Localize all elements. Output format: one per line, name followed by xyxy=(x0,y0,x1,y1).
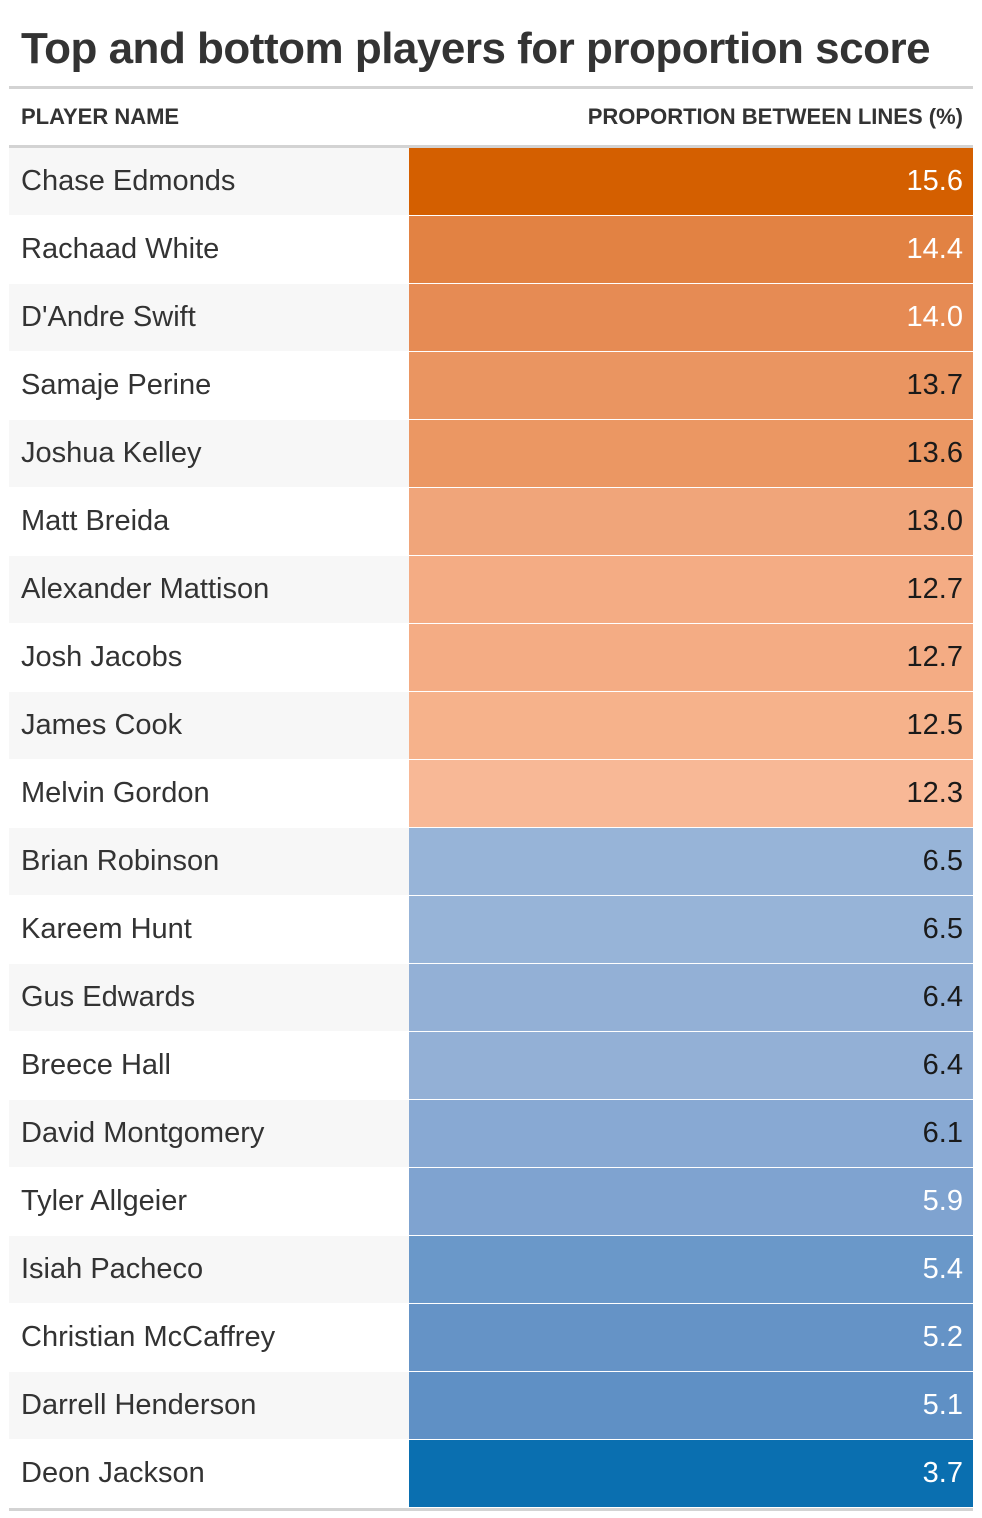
proportion-value-cell: 6.4 xyxy=(409,964,973,1031)
row-separator xyxy=(9,351,973,352)
row-separator xyxy=(9,623,973,624)
proportion-value-cell: 5.2 xyxy=(409,1304,973,1371)
player-name-cell: Brian Robinson xyxy=(9,828,409,895)
table-row: James Cook 12.5 xyxy=(9,692,973,760)
proportion-value-cell: 14.4 xyxy=(409,216,973,283)
table-row: Chase Edmonds 15.6 xyxy=(9,148,973,216)
player-name-cell: Gus Edwards xyxy=(9,964,409,1031)
table-body: Chase Edmonds 15.6 Rachaad White 14.4 D'Andr… xyxy=(9,148,973,1508)
player-name-cell: Matt Breida xyxy=(9,488,409,555)
row-separator xyxy=(9,759,973,760)
column-header-player-name: PLAYER NAME xyxy=(21,104,180,129)
row-separator xyxy=(9,419,973,420)
proportion-value-cell: 6.5 xyxy=(409,896,973,963)
player-name-cell: Tyler Allgeier xyxy=(9,1168,409,1235)
proportion-value-cell: 13.0 xyxy=(409,488,973,555)
player-name-cell: Samaje Perine xyxy=(9,352,409,419)
row-separator xyxy=(9,691,973,692)
proportion-value-cell: 12.7 xyxy=(409,556,973,623)
proportion-value-cell: 5.1 xyxy=(409,1372,973,1439)
table-row: Rachaad White 14.4 xyxy=(9,216,973,284)
table-row: Isiah Pacheco 5.4 xyxy=(9,1236,973,1304)
table-row: Darrell Henderson 5.1 xyxy=(9,1372,973,1440)
row-separator xyxy=(9,1371,973,1372)
player-name-cell: Josh Jacobs xyxy=(9,624,409,691)
header-divider xyxy=(9,145,973,148)
proportion-value-cell: 12.7 xyxy=(409,624,973,691)
table-row: Joshua Kelley 13.6 xyxy=(9,420,973,488)
chart-title: Top and bottom players for proportion sc… xyxy=(21,24,931,73)
player-name-cell: Christian McCaffrey xyxy=(9,1304,409,1371)
row-separator xyxy=(9,827,973,828)
table-row: Melvin Gordon 12.3 xyxy=(9,760,973,828)
row-separator xyxy=(9,1031,973,1032)
player-name-cell: David Montgomery xyxy=(9,1100,409,1167)
row-separator xyxy=(9,487,973,488)
table-row: Christian McCaffrey 5.2 xyxy=(9,1304,973,1372)
table-row: D'Andre Swift 14.0 xyxy=(9,284,973,352)
proportion-value-cell: 3.7 xyxy=(409,1440,973,1507)
player-name-cell: Deon Jackson xyxy=(9,1440,409,1507)
proportion-value-cell: 13.7 xyxy=(409,352,973,419)
table-row: Gus Edwards 6.4 xyxy=(9,964,973,1032)
row-separator xyxy=(9,1099,973,1100)
table-row: Alexander Mattison 12.7 xyxy=(9,556,973,624)
table-row: Brian Robinson 6.5 xyxy=(9,828,973,896)
proportion-value-cell: 6.1 xyxy=(409,1100,973,1167)
proportion-value-cell: 13.6 xyxy=(409,420,973,487)
proportion-value-cell: 12.5 xyxy=(409,692,973,759)
player-name-cell: Chase Edmonds xyxy=(9,148,409,215)
player-name-cell: Kareem Hunt xyxy=(9,896,409,963)
player-name-cell: Darrell Henderson xyxy=(9,1372,409,1439)
table-row: Tyler Allgeier 5.9 xyxy=(9,1168,973,1236)
proportion-value-cell: 6.5 xyxy=(409,828,973,895)
row-separator xyxy=(9,1167,973,1168)
player-name-cell: James Cook xyxy=(9,692,409,759)
player-name-cell: Joshua Kelley xyxy=(9,420,409,487)
player-name-cell: Breece Hall xyxy=(9,1032,409,1099)
proportion-value-cell: 15.6 xyxy=(409,148,973,215)
table-row: Matt Breida 13.0 xyxy=(9,488,973,556)
row-separator xyxy=(9,1303,973,1304)
player-name-cell: Melvin Gordon xyxy=(9,760,409,827)
row-separator xyxy=(9,555,973,556)
row-separator xyxy=(9,895,973,896)
row-separator xyxy=(9,283,973,284)
table-bottom-border xyxy=(9,1508,973,1511)
table-row: Breece Hall 6.4 xyxy=(9,1032,973,1100)
row-separator xyxy=(9,1507,973,1508)
row-separator xyxy=(9,1439,973,1440)
proportion-value-cell: 12.3 xyxy=(409,760,973,827)
column-header-proportion: PROPORTION BETWEEN LINES (%) xyxy=(587,104,963,129)
player-name-cell: Rachaad White xyxy=(9,216,409,283)
title-divider xyxy=(9,86,973,89)
row-separator xyxy=(9,963,973,964)
proportion-value-cell: 14.0 xyxy=(409,284,973,351)
table-row: Samaje Perine 13.7 xyxy=(9,352,973,420)
proportion-value-cell: 5.4 xyxy=(409,1236,973,1303)
player-name-cell: Alexander Mattison xyxy=(9,556,409,623)
table-row: Kareem Hunt 6.5 xyxy=(9,896,973,964)
table-row: Josh Jacobs 12.7 xyxy=(9,624,973,692)
table-row: David Montgomery 6.1 xyxy=(9,1100,973,1168)
proportion-value-cell: 5.9 xyxy=(409,1168,973,1235)
proportion-value-cell: 6.4 xyxy=(409,1032,973,1099)
table-row: Deon Jackson 3.7 xyxy=(9,1440,973,1508)
row-separator xyxy=(9,215,973,216)
row-separator xyxy=(9,1235,973,1236)
player-name-cell: D'Andre Swift xyxy=(9,284,409,351)
player-name-cell: Isiah Pacheco xyxy=(9,1236,409,1303)
